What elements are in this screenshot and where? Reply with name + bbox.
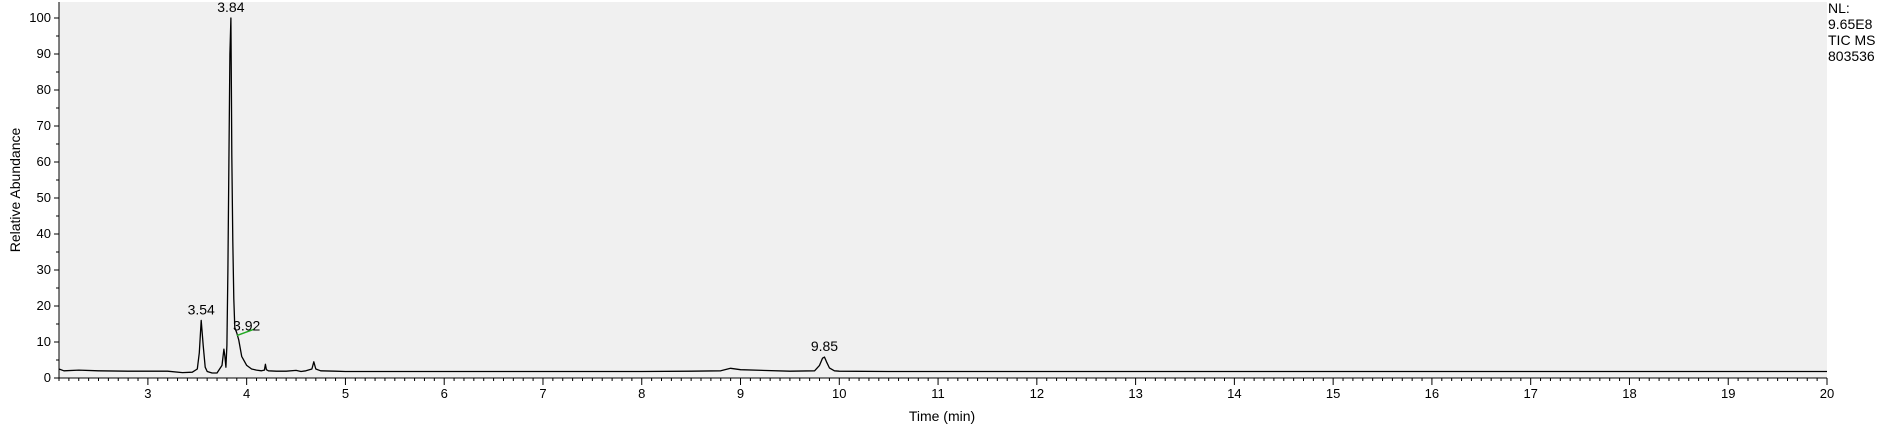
y-tick-label: 20 xyxy=(37,298,51,313)
peak-label: 3.92 xyxy=(233,318,260,334)
y-tick-label: 70 xyxy=(37,118,51,133)
x-axis-title: Time (min) xyxy=(909,408,975,424)
peak-label: 9.85 xyxy=(811,338,838,354)
x-tick-label: 10 xyxy=(832,386,846,401)
y-tick-label: 0 xyxy=(44,370,51,385)
y-tick-label: 30 xyxy=(37,262,51,277)
y-axis-title: Relative Abundance xyxy=(7,128,23,253)
y-tick-label: 100 xyxy=(29,10,51,25)
x-tick-label: 15 xyxy=(1326,386,1340,401)
info-scan-type: TIC MS xyxy=(1828,32,1876,48)
x-tick-label: 9 xyxy=(737,386,744,401)
peak-label: 3.84 xyxy=(217,0,244,15)
peak-label: 3.54 xyxy=(188,301,215,317)
x-tick-label: 4 xyxy=(243,386,250,401)
x-tick-label: 7 xyxy=(539,386,546,401)
y-tick-label: 40 xyxy=(37,226,51,241)
x-tick-label: 11 xyxy=(931,386,945,401)
x-tick-label: 19 xyxy=(1721,386,1735,401)
normalization-info: NL: 9.65E8 TIC MS 803536 xyxy=(1828,0,1875,64)
y-tick-label: 80 xyxy=(37,82,51,97)
x-tick-label: 13 xyxy=(1128,386,1142,401)
y-tick-label: 50 xyxy=(37,190,51,205)
plot-area xyxy=(59,2,1827,378)
x-tick-label: 6 xyxy=(441,386,448,401)
info-nl-value: 9.65E8 xyxy=(1828,16,1873,32)
x-tick-label: 3 xyxy=(144,386,151,401)
info-nl-label: NL: xyxy=(1828,0,1850,16)
x-tick-label: 17 xyxy=(1523,386,1537,401)
x-tick-label: 5 xyxy=(342,386,349,401)
y-tick-label: 60 xyxy=(37,154,51,169)
x-tick-label: 18 xyxy=(1622,386,1636,401)
series-trace xyxy=(58,17,1827,374)
x-tick-label: 16 xyxy=(1425,386,1439,401)
x-tick-label: 14 xyxy=(1227,386,1241,401)
y-tick-label: 90 xyxy=(37,46,51,61)
info-scan-id: 803536 xyxy=(1828,48,1875,64)
integration-baseline-mark xyxy=(236,328,255,337)
x-tick-label: 12 xyxy=(1030,386,1044,401)
x-tick-label: 20 xyxy=(1820,386,1834,401)
x-tick-label: 8 xyxy=(638,386,645,401)
y-tick-label: 10 xyxy=(37,334,51,349)
